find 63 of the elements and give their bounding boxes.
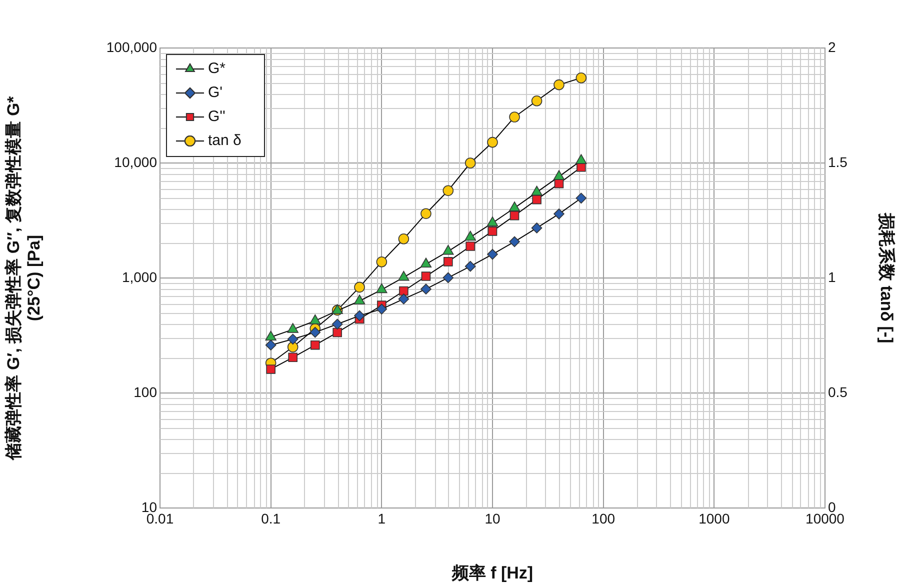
point xyxy=(486,216,498,226)
legend-label: G' xyxy=(208,84,223,102)
point xyxy=(466,242,475,251)
point xyxy=(508,202,520,212)
y-tick-label: 100,000 xyxy=(106,38,158,55)
x-axis-title: 频率 f [Hz] xyxy=(450,563,534,582)
point xyxy=(553,170,565,180)
point xyxy=(421,272,431,281)
point xyxy=(532,194,542,204)
point xyxy=(266,364,276,374)
point xyxy=(576,192,587,204)
point xyxy=(288,352,298,362)
point xyxy=(398,270,410,281)
legend-label: G'' xyxy=(208,108,226,126)
point xyxy=(464,230,476,241)
point xyxy=(287,334,298,345)
point xyxy=(310,314,321,324)
point xyxy=(442,244,454,255)
point xyxy=(310,326,321,338)
legend-label: tan δ xyxy=(208,132,242,150)
legend-label: G* xyxy=(208,60,226,78)
point xyxy=(332,318,343,330)
point xyxy=(265,340,276,350)
point xyxy=(510,210,520,220)
point xyxy=(399,286,408,296)
point xyxy=(464,260,476,272)
point xyxy=(487,248,498,260)
y2-tick-label: 1 xyxy=(828,268,836,285)
y2-tick-label: 0 xyxy=(828,498,836,515)
point xyxy=(287,323,298,333)
point xyxy=(531,186,542,196)
point xyxy=(398,294,410,304)
point xyxy=(332,328,342,338)
point xyxy=(376,283,388,294)
point xyxy=(442,272,454,284)
point xyxy=(376,304,388,314)
point xyxy=(265,330,276,341)
point xyxy=(354,294,366,304)
y-axis-title: 储藏弹性率 G′, 损失弹性率 G′′, 复数弹性模量 G* xyxy=(4,96,23,461)
point xyxy=(509,236,520,248)
point xyxy=(488,226,498,236)
point xyxy=(310,340,320,350)
text: (25°C) [Pa] xyxy=(24,234,44,322)
y-tick-label: 100 xyxy=(134,384,158,400)
x-tick-label: 1000 xyxy=(698,510,730,526)
y2-tick-label: 0.5 xyxy=(828,384,848,400)
point xyxy=(354,310,365,322)
y2-tick-label: 1.5 xyxy=(828,154,848,170)
point xyxy=(554,208,564,220)
point xyxy=(444,257,453,266)
y-tick-label: 1,000 xyxy=(122,268,158,285)
y2-tick-label: 2 xyxy=(828,38,836,55)
x-tick-label: 10 xyxy=(484,510,500,526)
point xyxy=(420,258,432,268)
x-tick-label: 100 xyxy=(592,510,616,526)
y2-axis-title: 损耗系数 tanδ [-] xyxy=(877,212,896,344)
y-tick-label: 10,000 xyxy=(114,154,158,170)
x-tick-label: 1 xyxy=(378,510,386,526)
point xyxy=(576,154,587,164)
y-tick-label: 10 xyxy=(141,498,158,515)
point xyxy=(420,284,432,294)
x-tick-label: 0.1 xyxy=(261,510,281,526)
point xyxy=(531,222,542,234)
